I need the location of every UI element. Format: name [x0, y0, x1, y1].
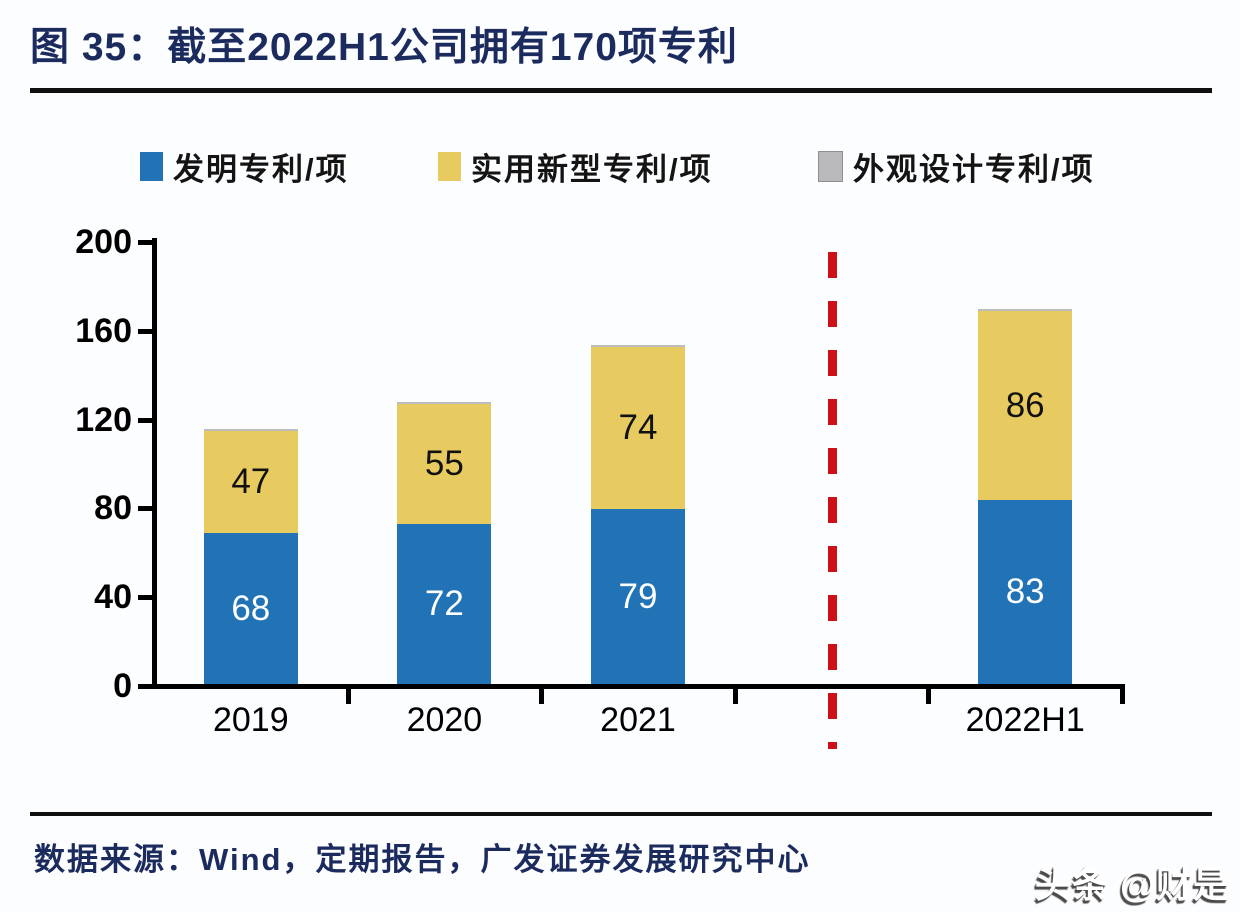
y-axis-tick-label: 120	[75, 401, 132, 439]
bar-value-label: 55	[424, 444, 464, 483]
bar-value-label: 79	[618, 576, 658, 616]
footer-divider-rule	[30, 812, 1212, 816]
legend-label: 外观设计专利/项	[853, 151, 1095, 187]
y-axis-tick	[138, 684, 153, 689]
yellow-swatch-icon	[438, 151, 461, 181]
x-axis-tick	[732, 688, 738, 704]
y-axis-tick-label: 80	[94, 489, 132, 527]
gray-swatch-icon	[818, 150, 843, 182]
y-axis-tick	[138, 506, 153, 511]
bar-value-label: 47	[231, 462, 271, 501]
x-axis-tick	[1120, 688, 1125, 704]
x-axis-tick	[539, 688, 545, 704]
y-axis-tick-label: 160	[75, 312, 132, 350]
y-axis-tick	[138, 595, 153, 600]
bar-value-label: 86	[1005, 385, 1045, 425]
watermark-toutiao: 头条 @财是	[1034, 864, 1230, 905]
forecast-divider-dashed-line	[827, 252, 837, 749]
legend-item-utility-model-patent: 实用新型专利/项	[438, 146, 713, 187]
bar-value-label: 83	[1005, 572, 1045, 611]
bar-value-label: 68	[231, 588, 271, 628]
y-axis-tick	[138, 240, 153, 245]
x-axis-tick	[926, 688, 932, 704]
figure-title: 图 35：截至2022H1公司拥有170项专利	[30, 26, 738, 69]
legend-label: 发明专利/项	[173, 151, 349, 187]
bar-segment: 79	[591, 509, 685, 684]
blue-swatch-icon	[140, 151, 163, 181]
y-axis-tick-label: 40	[94, 578, 132, 616]
bar-segment: 86	[978, 309, 1073, 500]
legend-item-design-patent: 外观设计专利/项	[818, 146, 1095, 187]
y-axis-tick-label: 0	[113, 667, 132, 705]
bar-segment: 55	[397, 402, 492, 524]
x-axis-tick	[345, 688, 351, 704]
bar-segment: 47	[203, 429, 298, 533]
y-axis-line	[152, 238, 157, 689]
x-axis-category-label: 2019	[212, 701, 289, 739]
legend-label: 实用新型专利/项	[471, 151, 713, 187]
bar-value-label: 72	[424, 584, 464, 623]
y-axis-tick	[138, 418, 153, 423]
bar-segment: 74	[591, 345, 685, 509]
bar-segment: 83	[978, 500, 1073, 684]
y-axis-tick-label: 200	[75, 223, 132, 261]
x-axis-category-label: 2022H1	[965, 701, 1085, 739]
bar-value-label: 74	[618, 408, 658, 447]
y-axis-tick	[138, 329, 153, 334]
x-axis-category-label: 2021	[600, 701, 676, 739]
x-axis-category-label: 2020	[406, 701, 483, 739]
data-source-line: 数据来源：Wind，定期报告，广发证券发展研究中心	[34, 842, 811, 877]
x-axis-line	[152, 684, 1125, 689]
legend-item-invention-patent: 发明专利/项	[140, 146, 349, 187]
bar-segment: 72	[397, 524, 492, 684]
bar-segment: 68	[203, 533, 298, 684]
title-divider-rule	[30, 88, 1212, 93]
